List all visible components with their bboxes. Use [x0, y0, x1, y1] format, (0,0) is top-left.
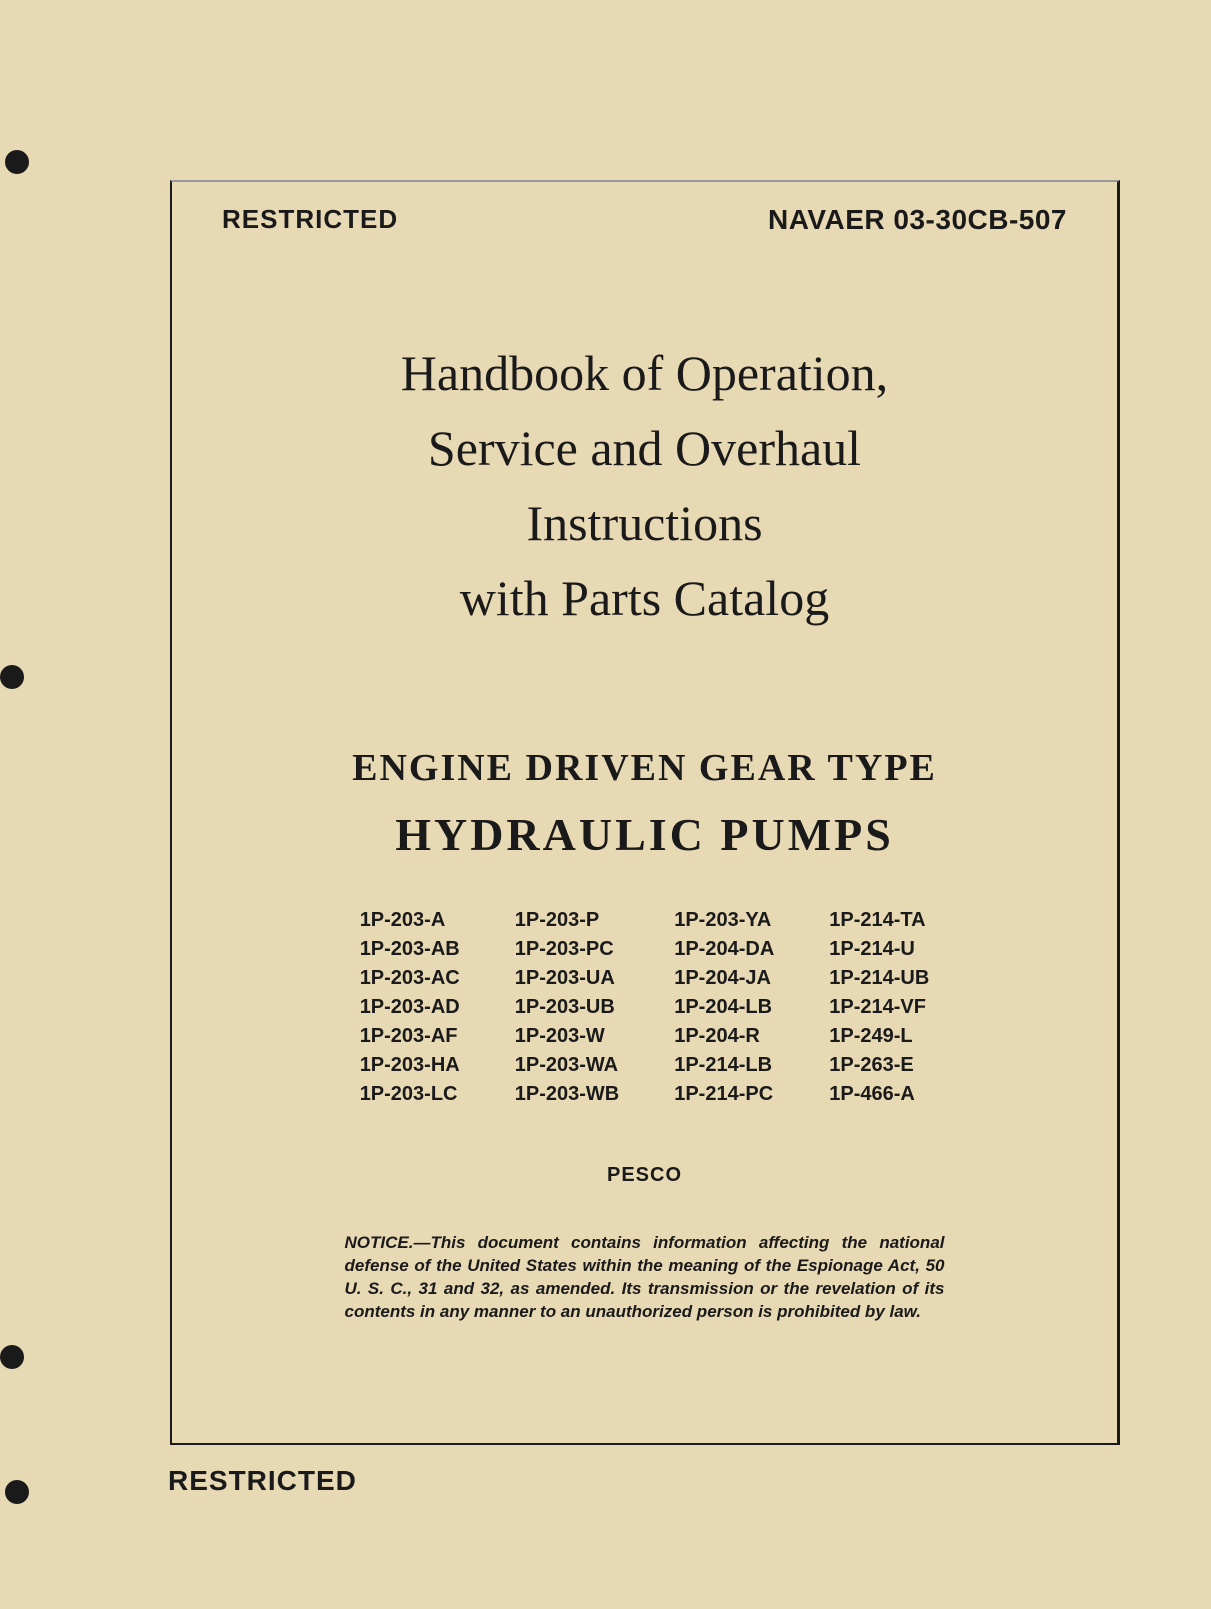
part-number: 1P-203-PC	[515, 935, 619, 964]
header-row: RESTRICTED NAVAER 03-30CB-507	[222, 204, 1067, 236]
main-title: Handbook of Operation, Service and Overh…	[222, 336, 1067, 636]
part-number: 1P-466-A	[829, 1080, 929, 1109]
document-number: NAVAER 03-30CB-507	[768, 204, 1067, 236]
notice-text: NOTICE.—This document contains informati…	[345, 1232, 945, 1324]
part-number: 1P-214-VF	[829, 993, 929, 1022]
part-number: 1P-214-UB	[829, 964, 929, 993]
title-line-4: with Parts Catalog	[222, 561, 1067, 636]
punch-hole-icon	[5, 1480, 29, 1504]
parts-column-1: 1P-203-A 1P-203-AB 1P-203-AC 1P-203-AD 1…	[360, 906, 460, 1109]
part-number: 1P-214-PC	[674, 1080, 774, 1109]
classification-label: RESTRICTED	[222, 204, 398, 236]
part-number: 1P-203-HA	[360, 1051, 460, 1080]
part-number: 1P-203-P	[515, 906, 619, 935]
title-line-3: Instructions	[222, 486, 1067, 561]
part-number: 1P-204-JA	[674, 964, 774, 993]
punch-hole-icon	[5, 150, 29, 174]
part-number: 1P-214-LB	[674, 1051, 774, 1080]
part-number: 1P-203-LC	[360, 1080, 460, 1109]
part-number: 1P-203-AB	[360, 935, 460, 964]
parts-grid: 1P-203-A 1P-203-AB 1P-203-AC 1P-203-AD 1…	[222, 906, 1067, 1109]
title-line-1: Handbook of Operation,	[222, 336, 1067, 411]
part-number: 1P-214-U	[829, 935, 929, 964]
subject-line-1: ENGINE DRIVEN GEAR TYPE	[222, 746, 1067, 790]
part-number: 1P-203-YA	[674, 906, 774, 935]
notice-label: NOTICE.	[345, 1233, 414, 1252]
punch-hole-icon	[0, 665, 24, 689]
parts-column-2: 1P-203-P 1P-203-PC 1P-203-UA 1P-203-UB 1…	[515, 906, 619, 1109]
part-number: 1P-263-E	[829, 1051, 929, 1080]
part-number: 1P-214-TA	[829, 906, 929, 935]
part-number: 1P-204-R	[674, 1022, 774, 1051]
part-number: 1P-203-WB	[515, 1080, 619, 1109]
notice-body: —This document contains information affe…	[345, 1233, 945, 1321]
part-number: 1P-203-A	[360, 906, 460, 935]
subject-line-2: HYDRAULIC PUMPS	[222, 808, 1067, 861]
part-number: 1P-203-AC	[360, 964, 460, 993]
parts-column-4: 1P-214-TA 1P-214-U 1P-214-UB 1P-214-VF 1…	[829, 906, 929, 1109]
part-number: 1P-203-W	[515, 1022, 619, 1051]
manufacturer-label: PESCO	[222, 1164, 1067, 1187]
part-number: 1P-203-AD	[360, 993, 460, 1022]
part-number: 1P-203-AF	[360, 1022, 460, 1051]
classification-footer: RESTRICTED	[168, 1465, 357, 1497]
part-number: 1P-249-L	[829, 1022, 929, 1051]
part-number: 1P-203-UB	[515, 993, 619, 1022]
part-number: 1P-203-UA	[515, 964, 619, 993]
document-frame: RESTRICTED NAVAER 03-30CB-507 Handbook o…	[170, 180, 1120, 1445]
title-line-2: Service and Overhaul	[222, 411, 1067, 486]
part-number: 1P-204-DA	[674, 935, 774, 964]
subject-title: ENGINE DRIVEN GEAR TYPE HYDRAULIC PUMPS	[222, 746, 1067, 861]
part-number: 1P-203-WA	[515, 1051, 619, 1080]
parts-column-3: 1P-203-YA 1P-204-DA 1P-204-JA 1P-204-LB …	[674, 906, 774, 1109]
part-number: 1P-204-LB	[674, 993, 774, 1022]
punch-hole-icon	[0, 1345, 24, 1369]
